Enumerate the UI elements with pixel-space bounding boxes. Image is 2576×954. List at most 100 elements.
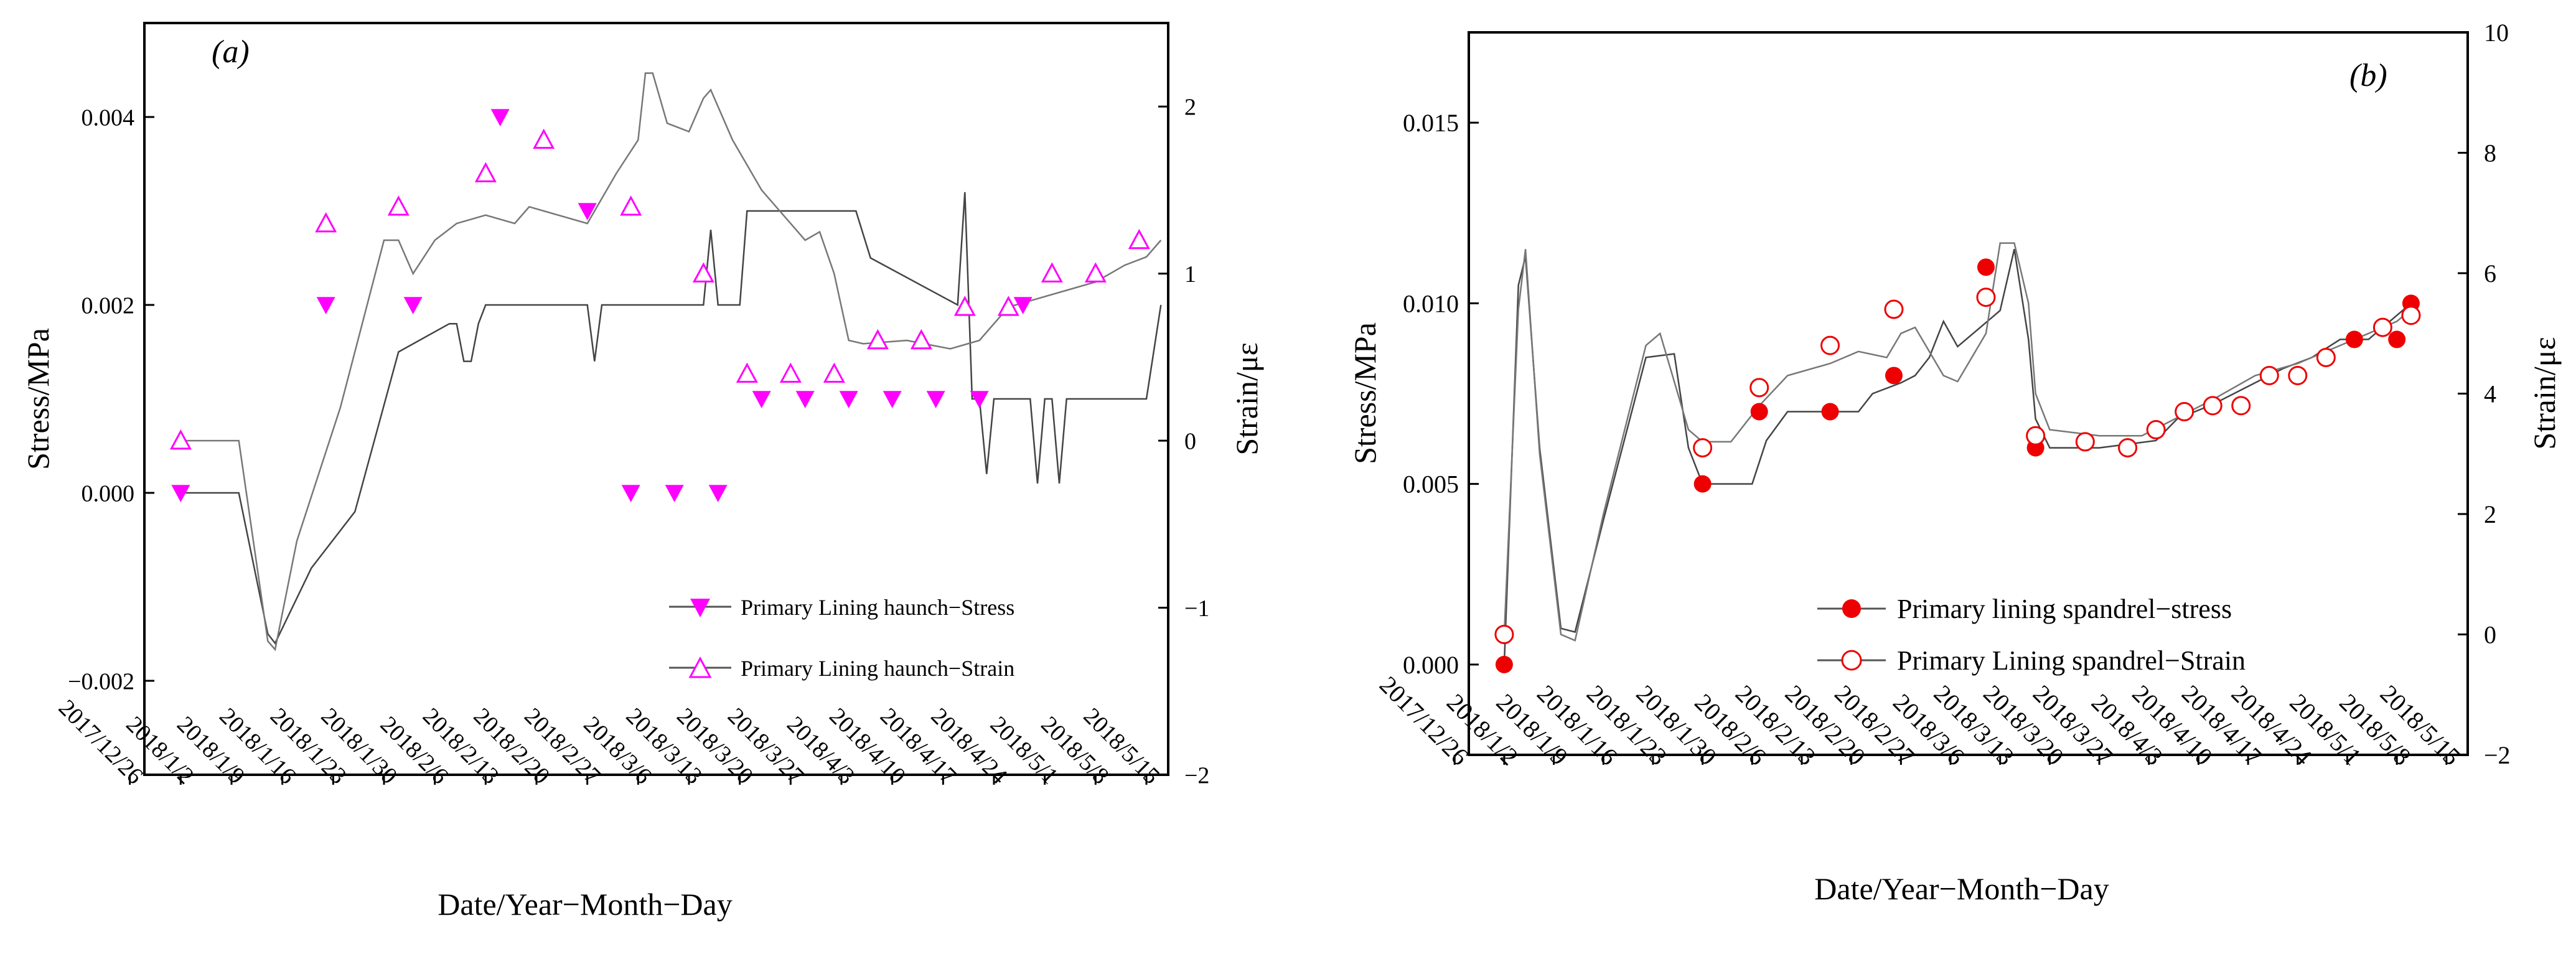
panel-a-series-1-marker <box>578 203 597 220</box>
panel-b-series-2-marker <box>2259 365 2279 385</box>
panel-b-right-y-tick-label: 10 <box>2484 19 2509 47</box>
panel-a-series-2-line <box>180 72 1162 652</box>
panel-a-legend-stress-marker <box>690 599 710 617</box>
panel-a-series-1-marker <box>883 391 902 408</box>
panel-b-legend-strain-label: Primary Lining spandrel−Strain <box>1897 645 2246 676</box>
panel-b-series-1-marker <box>1977 258 1995 276</box>
panel-b-series-1-line <box>1503 249 2412 665</box>
panel-b-left-y-axis: 0.000 0.005 0.010 0.015 <box>1403 109 1479 679</box>
panel-b-series-1-marker <box>1693 475 1712 493</box>
panel-a-series-2-marker <box>474 162 497 182</box>
panel-a-series-1-marker <box>752 391 771 408</box>
panel-a-series-2-marker <box>1084 262 1107 283</box>
panel-b-left-y-tick-label: 0.000 <box>1403 651 1459 679</box>
panel-a-series-2-marker <box>692 262 714 283</box>
panel-b-right-y-tick-label: 2 <box>2484 500 2496 528</box>
panel-b-right-y-axis-title: Strain/με <box>2527 337 2562 449</box>
panel-b-left-y-tick-label: 0.005 <box>1403 470 1459 498</box>
panel-b-series-1-marker <box>1821 403 1839 421</box>
panel-a-series-1-marker <box>665 485 684 502</box>
panel-a: (a) 2017/12/262018/1/22018/1/92018/1/162… <box>21 22 1264 922</box>
panel-a-series-1-marker <box>839 391 858 408</box>
panel-a-legend-strain-label: Primary Lining haunch−Strain <box>741 656 1014 681</box>
panel-a-left-y-axis-title: Stress/MPa <box>21 328 55 470</box>
panel-b-series-2-marker <box>2118 438 2138 458</box>
panel-a-series-2-marker <box>620 195 642 216</box>
panel-a-series-2-marker <box>387 195 410 216</box>
panel-a-series-2-marker <box>533 128 555 149</box>
panel-a-series-2-marker <box>1041 262 1063 283</box>
panel-a-right-y-tick-label: 1 <box>1184 261 1196 288</box>
panel-b-series-2-marker <box>2203 396 2222 416</box>
panel-a-right-y-tick-label: 2 <box>1184 95 1196 121</box>
panel-b-left-y-axis-title: Stress/MPa <box>1347 322 1382 464</box>
panel-b-series-2-marker <box>1749 378 1769 398</box>
panel-b-legend-stress-marker <box>1842 599 1861 618</box>
panel-a-left-y-tick-label: −0.002 <box>68 668 134 694</box>
panel-a-series-1-marker <box>926 391 945 408</box>
panel-a-right-y-tick-label: −2 <box>1184 762 1209 788</box>
panel-b-series-2-marker <box>2146 420 2166 440</box>
panel-a-series-markers <box>169 109 1150 502</box>
panel-b-series-1-marker <box>1750 403 1768 421</box>
panel-a-right-y-axis-title: Strain/με <box>1229 342 1264 455</box>
panel-b-series-1-marker <box>1495 655 1513 673</box>
panel-b-right-y-tick-label: 8 <box>2484 139 2496 167</box>
panel-a-series-2-marker <box>997 296 1019 316</box>
panel-b-legend-entry-strain: Primary Lining spandrel−Strain <box>1817 645 2246 676</box>
panel-a-legend-strain-marker <box>688 656 712 678</box>
panel-a-series-2-marker <box>736 362 758 383</box>
panel-a-legend: Primary Lining haunch−Stress Primary Lin… <box>669 595 1014 681</box>
panel-b-right-y-tick-label: 6 <box>2484 260 2496 288</box>
panel-b-legend-strain-marker <box>1841 650 1862 671</box>
panel-a-label: (a) <box>212 34 250 70</box>
panel-a-series-1-marker <box>403 297 423 314</box>
panel-a-series-1-marker <box>970 391 989 408</box>
panel-a-series-2-marker <box>823 362 845 383</box>
panel-a-left-y-tick-label: 0.000 <box>82 480 135 507</box>
panel-a-series-2-marker <box>866 329 889 350</box>
panel-a-legend-entry-strain: Primary Lining haunch−Strain <box>669 656 1014 681</box>
panel-a-left-y-axis: −0.002 0.000 0.002 0.004 <box>68 105 154 694</box>
panel-a-frame <box>143 22 1169 776</box>
panel-a-right-y-tick-label: 0 <box>1184 428 1196 454</box>
panel-b-series-2-marker <box>2231 396 2251 416</box>
panel-a-left-y-tick-label: 0.002 <box>82 292 135 319</box>
panel-a-series-2-marker <box>910 329 932 350</box>
panel-b-label: (b) <box>2349 58 2387 93</box>
panel-a-legend-entry-stress: Primary Lining haunch−Stress <box>669 595 1014 620</box>
panel-b-right-y-tick-label: 4 <box>2484 380 2496 408</box>
panel-a-series-2-marker <box>315 212 337 233</box>
panel-a-x-axis-title: Date/Year−Month−Day <box>438 887 732 922</box>
panel-b-legend: Primary lining spandrel−stress Primary L… <box>1817 594 2246 676</box>
panel-b-series-2-marker <box>1976 288 1996 307</box>
panel-b-series-2-marker <box>2288 365 2308 385</box>
panel-b-series-2-marker <box>2175 402 2194 422</box>
panel-b-right-y-axis: −2 0 2 4 6 8 10 <box>2458 19 2511 769</box>
panel-b-series-2-marker <box>1494 625 1514 644</box>
panel-a-series-2-marker <box>779 362 802 383</box>
panel-a-series-1-line <box>180 192 1162 645</box>
panel-b-legend-stress-label: Primary lining spandrel−stress <box>1897 594 2232 624</box>
panel-b-series-2-marker <box>1884 299 1904 319</box>
panel-a-series-2-marker <box>1128 228 1150 250</box>
panel-a-series-1-marker <box>1013 297 1033 314</box>
panel-a-series-1-marker <box>490 109 510 126</box>
panel-b-series-lines <box>1503 242 2412 665</box>
panel-a-series-1-marker <box>621 485 640 502</box>
panel-b-series-2-line <box>1503 242 2412 642</box>
panel-b-left-y-tick-label: 0.015 <box>1403 109 1459 137</box>
panel-a-series-2-marker <box>953 296 976 316</box>
panel-b-right-y-tick-label: −2 <box>2484 741 2511 769</box>
panel-b-series-1-marker <box>2388 330 2406 348</box>
panel-a-series-1-marker <box>316 297 335 314</box>
panel-b-series-1-marker <box>2345 330 2363 348</box>
panel-b-series-2-marker <box>2026 426 2046 446</box>
panel-b-right-y-tick-label: 0 <box>2484 621 2496 649</box>
panel-b: (b) 2017/12/262018/1/22018/1/92018/1/162… <box>1347 19 2562 906</box>
panel-b-series-2-marker <box>2075 432 2095 452</box>
panel-b-left-y-tick-label: 0.010 <box>1403 289 1459 317</box>
panel-b-x-axis-title: Date/Year−Month−Day <box>1814 871 2109 906</box>
